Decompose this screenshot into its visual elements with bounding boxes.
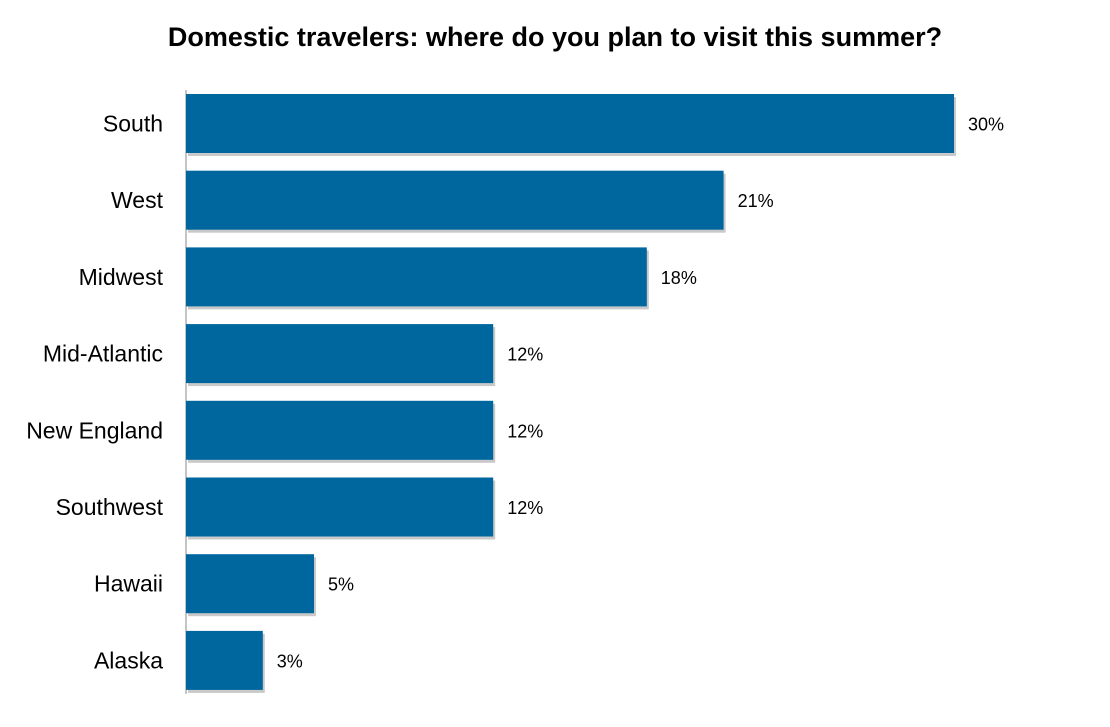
value-label: 12% bbox=[507, 498, 543, 518]
bar-mid-atlantic bbox=[186, 324, 494, 384]
category-label: Southwest bbox=[56, 494, 164, 520]
bar-hawaii bbox=[186, 554, 314, 614]
bar-south bbox=[186, 94, 954, 153]
value-label: 21% bbox=[738, 191, 774, 211]
value-label: 5% bbox=[328, 575, 354, 595]
category-label: Hawaii bbox=[94, 571, 163, 597]
category-label: Mid-Atlantic bbox=[43, 341, 163, 367]
bar-southwest bbox=[186, 477, 494, 537]
bar-new-england bbox=[186, 400, 494, 460]
value-label: 3% bbox=[277, 651, 303, 671]
category-label: Alaska bbox=[94, 647, 163, 673]
value-label: 12% bbox=[507, 345, 543, 365]
bar-midwest bbox=[186, 247, 647, 307]
category-label: New England bbox=[26, 417, 163, 443]
category-label: Midwest bbox=[79, 264, 164, 290]
bar-west bbox=[186, 170, 724, 230]
value-label: 18% bbox=[661, 268, 697, 288]
bar-alaska bbox=[186, 630, 263, 690]
chart-title: Domestic travelers: where do you plan to… bbox=[167, 22, 943, 52]
value-label: 12% bbox=[507, 421, 543, 441]
value-label: 30% bbox=[968, 115, 1004, 135]
category-label: South bbox=[103, 111, 163, 137]
category-label: West bbox=[111, 187, 164, 213]
